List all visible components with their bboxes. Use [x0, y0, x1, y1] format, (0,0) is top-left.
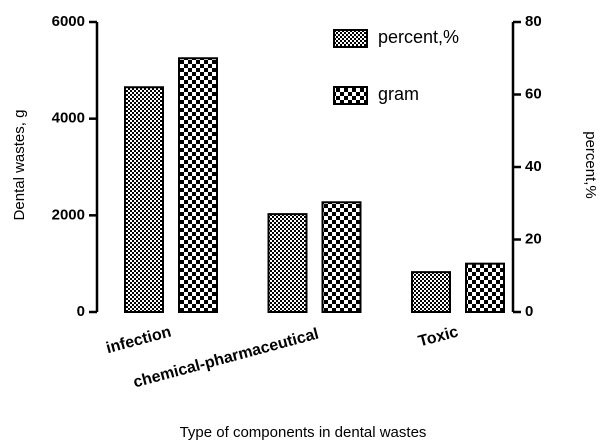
x-tick-label: Toxic	[417, 323, 461, 350]
y-tick-label: 4000	[52, 110, 85, 127]
legend-label: gram	[378, 84, 419, 104]
bar	[321, 201, 362, 314]
bar	[178, 57, 218, 313]
bar	[411, 271, 451, 313]
x-tick-label: infection	[104, 324, 173, 358]
y2-tick-label: 40	[525, 158, 542, 175]
bar	[465, 262, 505, 313]
y2-tick-label: 0	[525, 303, 533, 320]
y-axis-title: Dental wastes, g	[11, 110, 28, 221]
y-tick-label: 2000	[52, 206, 85, 223]
y-tick-label: 0	[77, 303, 85, 320]
legend-swatch	[333, 86, 368, 105]
x-axis-title: Type of components in dental wastes	[180, 424, 427, 441]
legend-swatch	[333, 29, 368, 48]
legend-label: percent,%	[378, 27, 459, 47]
y2-axis-title: percent,%	[582, 131, 599, 199]
y-tick-label: 6000	[52, 13, 85, 30]
bar	[267, 213, 308, 313]
bar	[124, 86, 164, 313]
y2-tick-label: 80	[525, 13, 542, 30]
y2-tick-label: 60	[525, 85, 542, 102]
y2-tick-label: 20	[525, 230, 542, 247]
